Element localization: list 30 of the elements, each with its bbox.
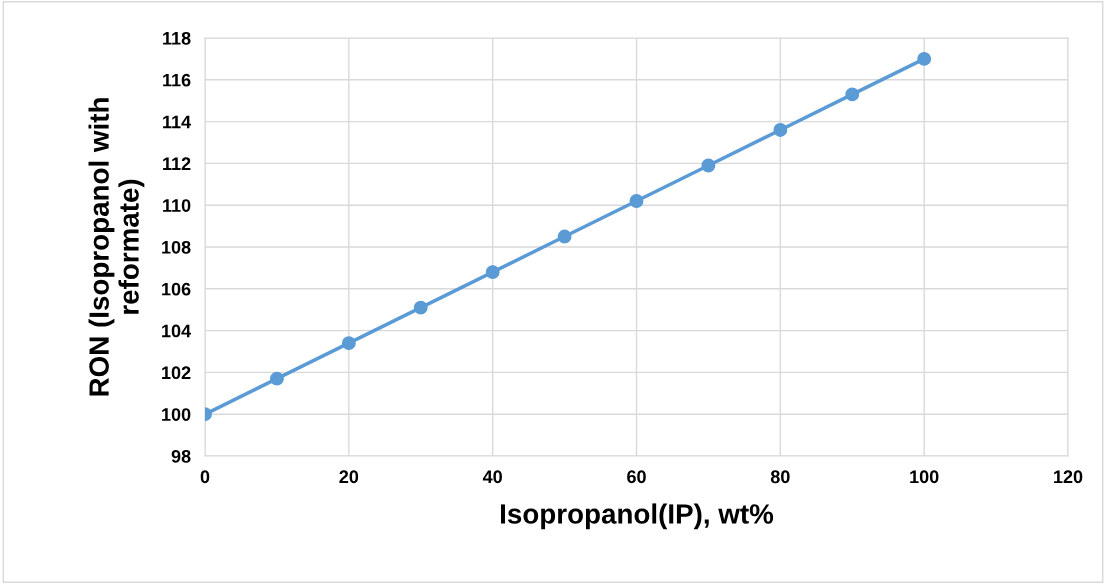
y-tick-label: 100 bbox=[162, 408, 191, 421]
y-tick-label: 106 bbox=[162, 282, 191, 296]
x-tick-label: 60 bbox=[627, 470, 646, 484]
point bbox=[413, 300, 428, 315]
x-tick-label: 100 bbox=[910, 470, 939, 484]
x-axis-title: Isopropanol(IP), wt% bbox=[501, 503, 774, 530]
point bbox=[773, 123, 788, 137]
point bbox=[485, 265, 500, 280]
point bbox=[701, 158, 716, 173]
x-tick-label: 0 bbox=[200, 470, 210, 484]
point bbox=[629, 194, 644, 208]
x-tick-label: 20 bbox=[339, 470, 359, 484]
y-tick-label: 112 bbox=[163, 157, 191, 170]
y-tick-label: 104 bbox=[162, 324, 192, 338]
y-tick-label: 118 bbox=[163, 31, 191, 45]
y-axis-title: RON (Isopropanol with reformate) bbox=[88, 98, 145, 396]
point bbox=[269, 371, 284, 386]
y-tick-label: 116 bbox=[163, 73, 191, 87]
point bbox=[557, 229, 572, 244]
point bbox=[917, 51, 932, 66]
point bbox=[845, 87, 860, 102]
y-tick-label: 98 bbox=[171, 449, 191, 463]
y-tick-label: 108 bbox=[162, 240, 191, 254]
point bbox=[341, 336, 356, 351]
x-tick-label: 120 bbox=[1054, 470, 1083, 484]
x-tick-label: 40 bbox=[482, 470, 502, 484]
y-tick-label: 110 bbox=[163, 199, 191, 212]
y-tick-label: 114 bbox=[163, 115, 192, 129]
y-tick-label: 102 bbox=[162, 366, 191, 380]
x-tick-label: 80 bbox=[770, 470, 790, 484]
